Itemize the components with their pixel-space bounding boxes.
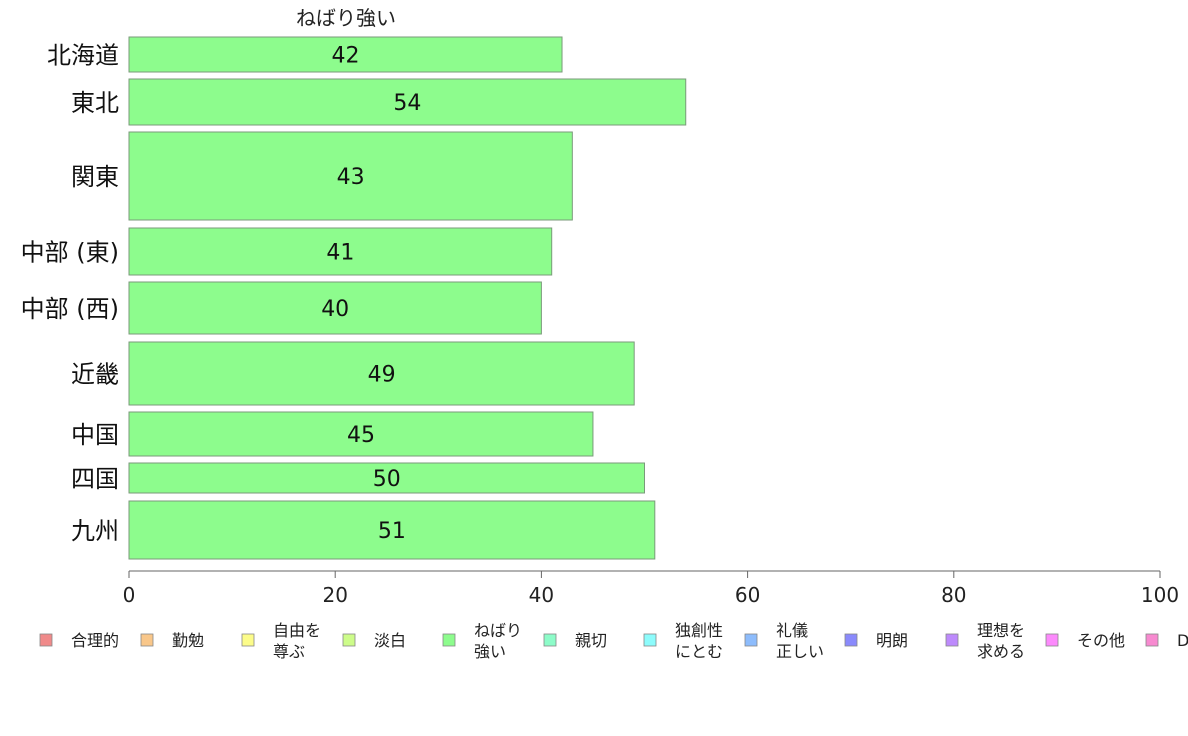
legend-swatch	[744, 633, 758, 647]
legend-swatch	[442, 633, 456, 647]
legend-swatch	[39, 633, 53, 647]
legend-label: その他	[1077, 631, 1125, 650]
x-tick-label: 40	[529, 583, 554, 607]
legend-label-line: 礼儀	[776, 621, 808, 640]
bar-value-label: 45	[347, 423, 375, 448]
category-label: 九州	[71, 517, 119, 545]
legend-label: 親切	[575, 631, 607, 650]
legend-label-line: 自由を	[273, 621, 321, 640]
bar	[128, 462, 645, 494]
bar	[128, 36, 563, 73]
category-label: 中国	[71, 421, 119, 449]
legend-swatch	[844, 633, 858, 647]
bar-value-label: 40	[321, 297, 349, 322]
legend-label: 自由を尊ぶ	[273, 621, 321, 661]
category-label: 東北	[71, 89, 119, 117]
bars-group: 42 北海道 54 東北 43 関東 41 中部 (東) 40 中部 (西) 49 近畿 45 中国 50 四…	[21, 36, 687, 560]
bar	[128, 411, 594, 457]
bar	[128, 227, 553, 276]
bar	[128, 341, 635, 406]
x-tick-label: 80	[941, 583, 966, 607]
legend-label-line: にとむ	[675, 642, 723, 661]
x-tick-label: 60	[735, 583, 760, 607]
bar-value-label: 42	[332, 44, 360, 69]
bar-value-label: 50	[373, 467, 401, 492]
legend-label: 合理的	[71, 631, 119, 650]
bar	[128, 281, 542, 335]
legend-swatch	[1145, 633, 1159, 647]
legend-swatch	[241, 633, 255, 647]
legend-label: 独創性にとむ	[675, 621, 723, 661]
legend-label-line: 正しい	[776, 642, 824, 661]
legend-label-line: 尊ぶ	[273, 642, 305, 661]
legend-label: 明朗	[876, 631, 908, 650]
legend-label: 淡白	[374, 631, 406, 650]
legend-label-line: 強い	[474, 642, 506, 661]
category-label: 近畿	[71, 361, 119, 389]
legend-label-line: ねばり	[474, 621, 522, 640]
x-tick-label: 0	[123, 583, 136, 607]
bar	[128, 78, 687, 126]
category-label: 関東	[71, 163, 119, 191]
bar	[128, 131, 573, 221]
bar	[128, 500, 656, 560]
category-label: 中部 (東)	[21, 239, 119, 267]
legend-swatch	[140, 633, 154, 647]
legend-label-line: 理想を	[977, 621, 1025, 640]
category-label: 北海道	[47, 42, 119, 70]
legend-label: 勤勉	[172, 631, 204, 650]
x-tick-label: 20	[322, 583, 347, 607]
legend-label-line: 独創性	[675, 621, 723, 640]
bar-value-label: 43	[337, 165, 365, 190]
legend-label: 理想を求める	[977, 621, 1025, 661]
bar-value-label: 49	[368, 363, 396, 388]
category-label: 中部 (西)	[21, 295, 119, 323]
legend: 合理的 勤勉 自由を尊ぶ 淡白 ねばり強い 親切 独創性にとむ 礼儀正しい 明朗 理想を求める その…	[39, 621, 1188, 661]
category-label: 四国	[71, 465, 119, 493]
legend-swatch	[643, 633, 657, 647]
x-tick-label: 100	[1141, 583, 1179, 607]
bar-value-label: 54	[393, 91, 421, 116]
chart-title: ねばり強い	[296, 6, 396, 30]
legend-swatch	[342, 633, 356, 647]
legend-swatch	[1045, 633, 1059, 647]
legend-label: ねばり強い	[474, 621, 522, 661]
bar-value-label: 41	[326, 241, 354, 266]
x-axis: 0 20 40 60 80 100	[123, 570, 1179, 607]
bar-value-label: 51	[378, 519, 406, 544]
legend-label-line: 求める	[977, 642, 1025, 661]
legend-label: D	[1177, 631, 1188, 650]
legend-swatch	[945, 633, 959, 647]
legend-label: 礼儀正しい	[776, 621, 824, 661]
legend-swatch	[543, 633, 557, 647]
